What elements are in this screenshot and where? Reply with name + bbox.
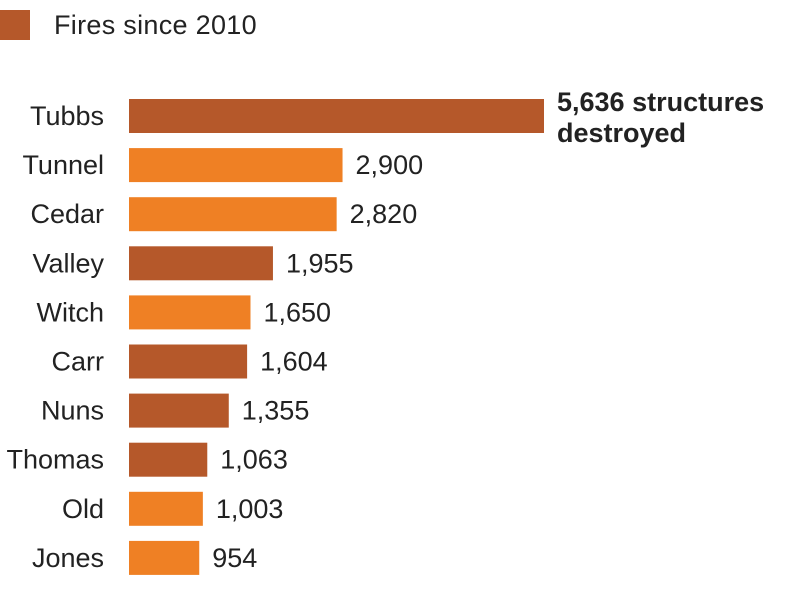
value-label: 5,636 structures destroyed (557, 87, 764, 148)
bar-nuns (129, 393, 229, 428)
category-label: Valley (32, 248, 104, 278)
category-label: Nuns (41, 396, 104, 426)
bar-cedar (129, 197, 337, 232)
value-label: 1,650 (263, 297, 331, 327)
category-label: Witch (37, 297, 105, 327)
value-label: 954 (212, 543, 257, 573)
bar-jones (129, 540, 200, 575)
category-label: Thomas (6, 445, 104, 475)
bar-witch (129, 295, 251, 330)
legend-label: Fires since 2010 (54, 9, 257, 40)
category-label: Jones (32, 543, 104, 573)
value-label: 2,900 (356, 150, 424, 180)
legend: Fires since 2010 (0, 8, 257, 42)
category-label: Tunnel (22, 150, 104, 180)
bar-valley (129, 246, 273, 281)
value-label: 1,003 (216, 494, 284, 524)
value-label: 1,355 (242, 396, 310, 426)
category-label: Cedar (30, 199, 104, 229)
value-label: 1,063 (220, 445, 288, 475)
value-label: 1,604 (260, 347, 328, 377)
value-label: 2,820 (350, 199, 418, 229)
category-label: Tubbs (30, 101, 104, 131)
bar-thomas (129, 442, 208, 477)
bar-tubbs (129, 99, 544, 133)
value-label: 1,955 (286, 248, 354, 278)
bar-tunnel (129, 148, 343, 183)
legend-swatch (0, 10, 30, 40)
category-label: Old (62, 494, 104, 524)
bar-old (129, 491, 203, 526)
category-label: Carr (52, 347, 105, 377)
bar-carr (129, 344, 248, 379)
